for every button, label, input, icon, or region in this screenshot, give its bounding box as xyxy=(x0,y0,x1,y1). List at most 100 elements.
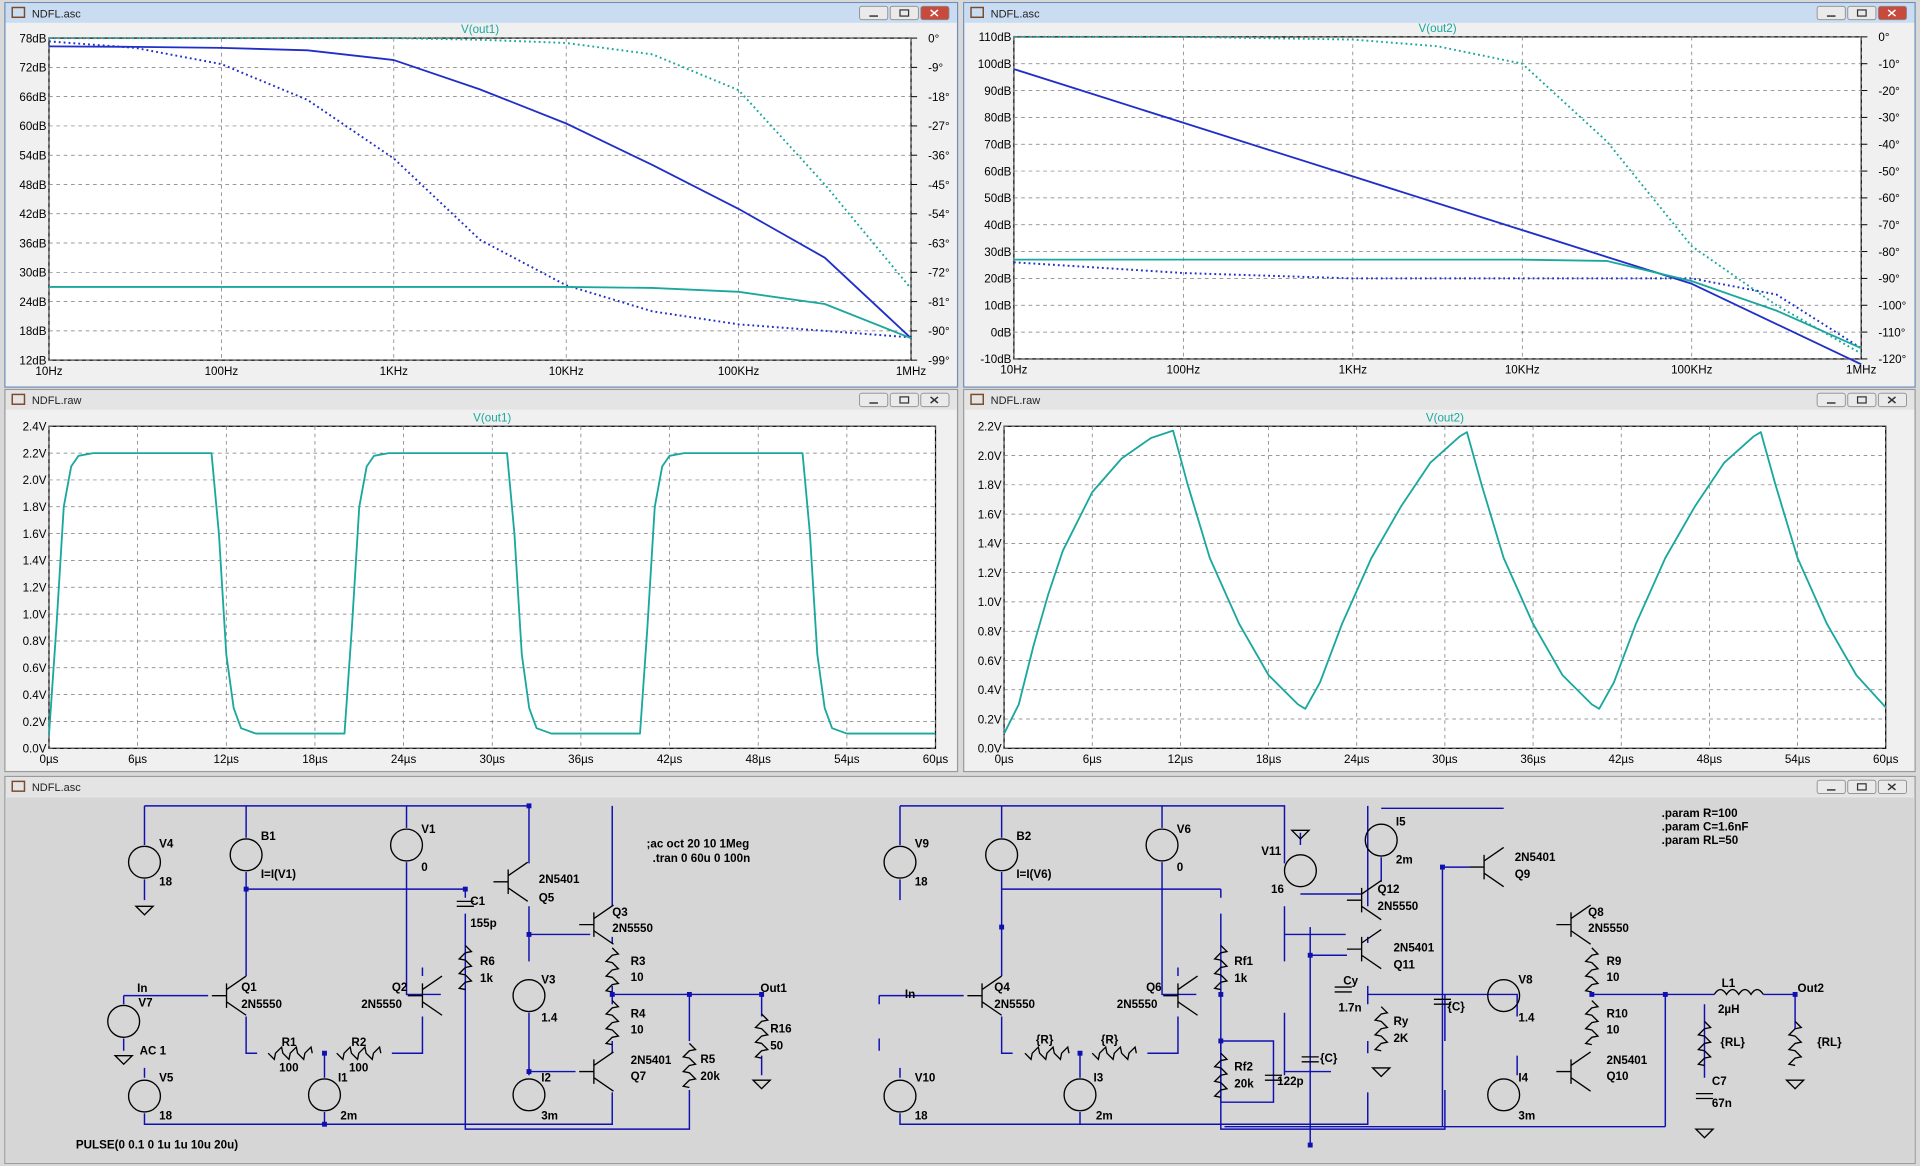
minimize-button[interactable] xyxy=(859,392,889,408)
schematic-label: R10 xyxy=(1607,1008,1628,1021)
x-tick-label: 48µs xyxy=(745,753,771,766)
title-bar xyxy=(964,3,1915,23)
schematic-label: 2N5550 xyxy=(1588,922,1629,935)
x-tick-label: 10Hz xyxy=(35,365,62,378)
y-tick-label: 2.2V xyxy=(23,447,47,460)
source xyxy=(1364,823,1398,857)
resistor xyxy=(681,1042,697,1089)
y2-tick-label: -90° xyxy=(928,325,949,338)
schematic-label: B1 xyxy=(261,830,276,843)
schematic-label: Ry xyxy=(1393,1015,1408,1028)
schematic-area xyxy=(6,797,1914,1163)
schematic-label: Q7 xyxy=(631,1070,647,1083)
schematic-label: 20k xyxy=(700,1070,720,1083)
schematic-label: V8 xyxy=(1518,973,1533,986)
junction xyxy=(1077,1050,1083,1056)
trace xyxy=(48,286,912,340)
y-tick-label: 0.4V xyxy=(978,684,1002,697)
minimize-button[interactable] xyxy=(1816,779,1846,795)
source xyxy=(512,979,546,1013)
y-tick-label: 42dB xyxy=(19,208,46,221)
schematic-label: Q1 xyxy=(241,981,257,994)
maximize-button[interactable] xyxy=(889,392,919,408)
ground xyxy=(113,1054,134,1066)
schematic-label: ;ac oct 20 10 1Meg xyxy=(647,837,750,850)
junction xyxy=(322,1050,327,1056)
maximize-button[interactable] xyxy=(1847,5,1877,21)
source xyxy=(127,845,162,879)
schematic-label: Q12 xyxy=(1378,883,1400,896)
schematic-label: AC 1 xyxy=(140,1044,167,1057)
close-glyph xyxy=(1887,9,1896,17)
y-tick-label: -10dB xyxy=(980,353,1011,366)
capacitor xyxy=(1301,1056,1319,1063)
schematic-label: PULSE(0 0.1 0 1u 1u 10u 20u) xyxy=(76,1139,238,1152)
resistor xyxy=(1373,1006,1389,1052)
minimize-button[interactable] xyxy=(859,5,889,21)
trace xyxy=(1003,429,1887,735)
schematic-label: .param R=100 xyxy=(1662,807,1738,820)
source xyxy=(1063,1078,1097,1112)
schematic-label: I4 xyxy=(1518,1071,1528,1084)
schematic-label: Cy xyxy=(1343,975,1358,988)
trace-label: V(out1) xyxy=(473,411,511,424)
schematic-label: 10 xyxy=(631,971,644,984)
ground xyxy=(1694,1128,1715,1139)
minimize-button[interactable] xyxy=(1816,5,1846,21)
y-tick-label: 66dB xyxy=(19,91,46,104)
schematic-label: 100 xyxy=(349,1062,368,1075)
schematic-label: In xyxy=(905,988,915,1001)
close-glyph xyxy=(930,9,939,17)
transistor xyxy=(967,975,1003,1016)
maximize-button[interactable] xyxy=(1847,392,1877,408)
window-icon xyxy=(11,780,26,792)
x-tick-label: 24µs xyxy=(391,753,417,766)
schematic-label: 2m xyxy=(1096,1109,1113,1122)
y2-tick-label: -27° xyxy=(928,120,949,133)
schematic-label: I2 xyxy=(541,1071,551,1084)
schematic-label: 1.7n xyxy=(1338,1002,1361,1015)
x-tick-label: 30µs xyxy=(480,753,506,766)
source xyxy=(883,1079,917,1113)
minimize-button[interactable] xyxy=(1816,392,1846,408)
maximize-button[interactable] xyxy=(1847,779,1877,795)
schematic-label: 2N5401 xyxy=(1607,1054,1648,1067)
y-tick-label: 20dB xyxy=(984,273,1011,286)
junction xyxy=(1792,991,1798,997)
maximize-button[interactable] xyxy=(889,5,919,21)
schematic-label: R5 xyxy=(700,1053,715,1066)
inductor xyxy=(1713,988,1764,996)
junction xyxy=(999,924,1005,930)
x-tick-label: 100KHz xyxy=(1671,364,1713,377)
schematic-label: Rf2 xyxy=(1234,1060,1253,1073)
schematic-label: 18 xyxy=(159,875,172,888)
resistor xyxy=(1584,947,1600,993)
window-title: NDFL.asc xyxy=(32,8,81,20)
schematic-label: Q6 xyxy=(1146,981,1162,994)
y-tick-label: 1.6V xyxy=(23,528,47,541)
schematic-label: V6 xyxy=(1177,823,1192,836)
schematic-label: 3m xyxy=(1518,1109,1535,1122)
schematic-label: Out1 xyxy=(760,982,787,995)
maximize-glyph xyxy=(1856,783,1867,791)
schematic-label: 50 xyxy=(770,1040,783,1053)
y-tick-label: 24dB xyxy=(19,296,46,309)
source xyxy=(883,845,917,879)
schematic-label: .param C=1.6nF xyxy=(1662,820,1749,833)
window-title: NDFL.asc xyxy=(32,782,81,794)
schematic-label: I1 xyxy=(338,1071,348,1084)
schematic-label: 18 xyxy=(915,875,928,888)
junction xyxy=(526,931,532,937)
schematic-label: 16 xyxy=(1271,883,1284,896)
schematic-label: V10 xyxy=(915,1071,936,1084)
x-tick-label: 54µs xyxy=(1785,753,1811,766)
y-tick-label: 80dB xyxy=(984,112,1011,125)
y-tick-label: 36dB xyxy=(19,237,46,250)
x-tick-label: 60µs xyxy=(1873,753,1899,766)
y-tick-label: 2.2V xyxy=(978,421,1002,434)
trace xyxy=(48,452,936,735)
schematic-label: 2K xyxy=(1393,1032,1408,1045)
y-tick-label: 0.4V xyxy=(23,689,47,702)
y-tick-label: 0dB xyxy=(991,326,1012,339)
y2-tick-label: -100° xyxy=(1878,300,1906,313)
